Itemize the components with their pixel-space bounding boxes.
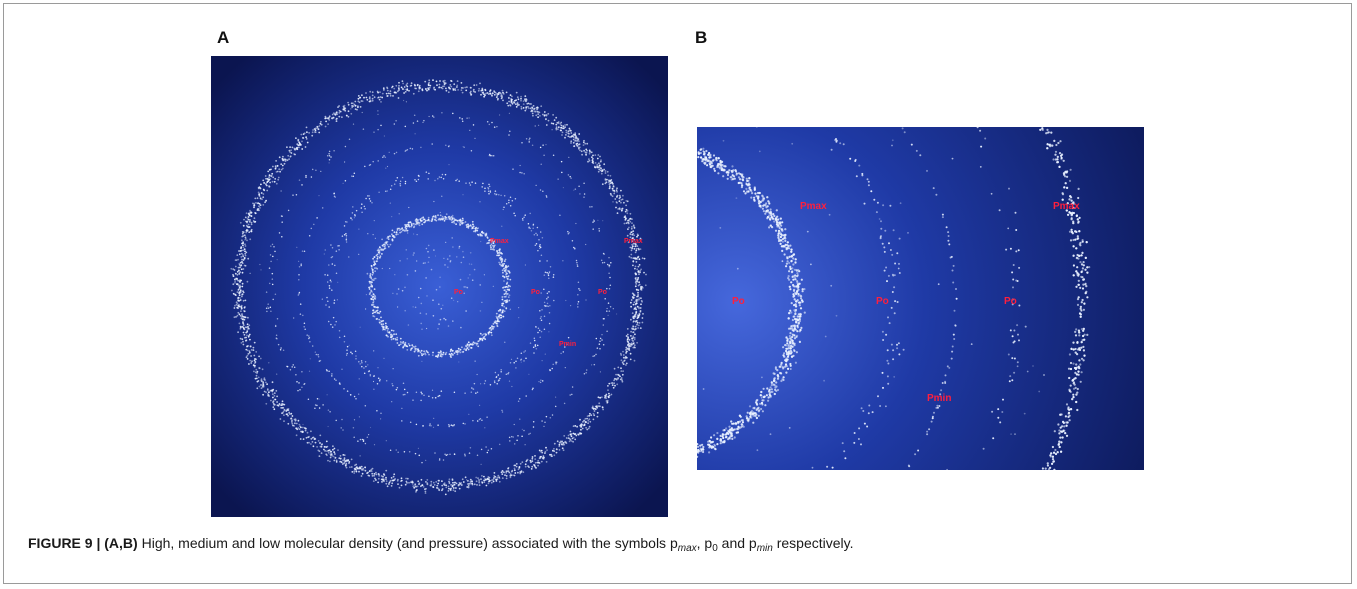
caption-sub-max: max	[677, 543, 697, 554]
caption-text-1: High, medium and low molecular density (…	[137, 535, 678, 551]
label-pmax-inner: Pmax	[490, 238, 509, 245]
panel-a-image: Pmax Pmax Po Po Po Pmin	[211, 56, 668, 517]
label-pmax-outer: Pmax	[624, 238, 643, 245]
panel-b-background	[697, 127, 1144, 470]
caption-text-3: and p	[717, 535, 757, 551]
caption-text-2: , p	[696, 535, 713, 551]
caption-sub-min: min	[756, 543, 773, 554]
label-p0-outer: Po	[598, 289, 607, 296]
caption-sub-0: 0	[712, 543, 718, 554]
panel-a-background	[211, 56, 668, 517]
panel-b-image: Pmax Pmax Po Po Po Pmin	[697, 127, 1144, 470]
label-p0-right: Po	[1004, 296, 1017, 307]
panel-a-letter: A	[217, 28, 230, 47]
panel-b-particles	[697, 127, 1091, 470]
label-p0-left: Po	[732, 296, 745, 307]
label-p0-center: Po	[454, 289, 463, 296]
label-p0-mid: Po	[531, 289, 540, 296]
label-pmax-right: Pmax	[1053, 201, 1080, 212]
label-p0-mid: Po	[876, 296, 889, 307]
label-pmax-left: Pmax	[800, 201, 827, 212]
panel-b-letter: B	[695, 28, 708, 47]
label-pmin: Pmin	[559, 341, 576, 348]
figure-caption: FIGURE 9 | (A,B) High, medium and low mo…	[28, 534, 1328, 554]
caption-label: FIGURE 9 | (A,B)	[28, 535, 138, 551]
panel-a-particles	[230, 79, 647, 496]
label-pmin: Pmin	[927, 393, 951, 404]
figure-frame	[3, 3, 1352, 584]
caption-text-4: respectively.	[772, 535, 854, 551]
